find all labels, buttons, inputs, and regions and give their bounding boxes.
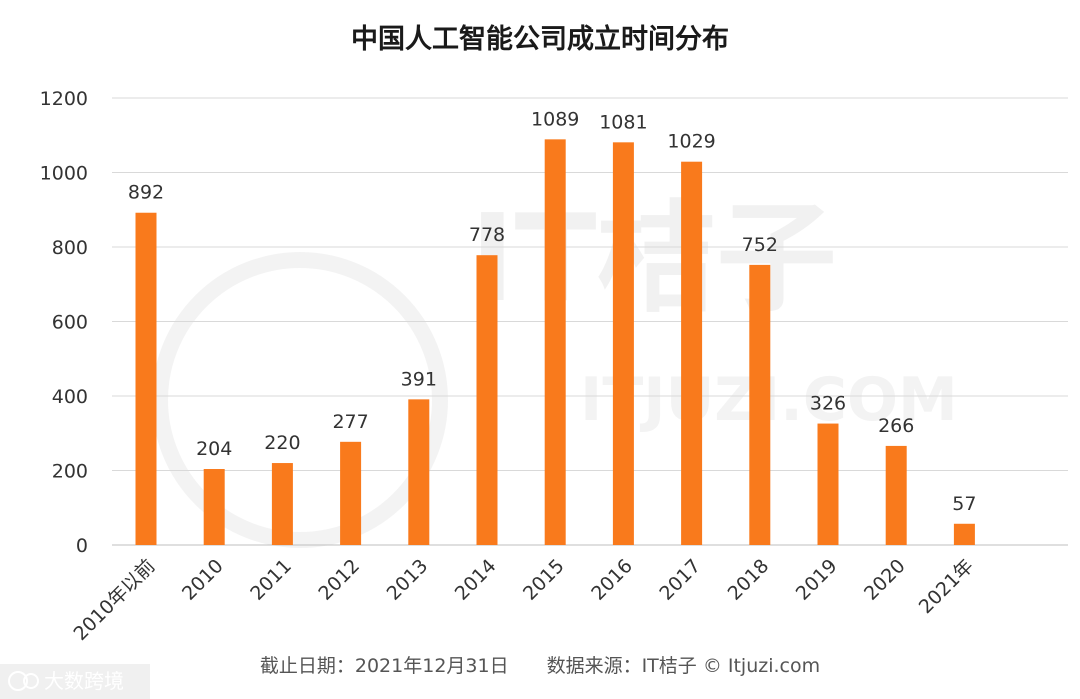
y-tick-label: 0 xyxy=(76,535,88,557)
watermark-orange-icon xyxy=(152,252,448,548)
corner-watermark: 大数跨境 xyxy=(0,664,150,699)
bar-7 xyxy=(612,142,634,545)
bar-3 xyxy=(340,441,362,545)
x-tick-label-3: 2012 xyxy=(314,555,364,605)
x-tick-label-10: 2019 xyxy=(792,555,842,605)
bar-2 xyxy=(271,463,293,545)
data-label-0: 892 xyxy=(128,182,164,204)
chart-title: 中国人工智能公司成立时间分布 xyxy=(351,23,729,55)
data-label-3: 277 xyxy=(332,411,368,433)
bar-4 xyxy=(408,399,430,545)
bars xyxy=(135,139,975,546)
corner-watermark-text: 大数跨境 xyxy=(44,669,124,693)
x-tick-label-5: 2014 xyxy=(451,555,501,605)
data-label-11: 266 xyxy=(878,415,914,437)
y-tick-label: 800 xyxy=(52,237,88,259)
x-tick-label-8: 2017 xyxy=(655,555,705,605)
data-label-10: 326 xyxy=(810,393,846,415)
bar-12 xyxy=(953,523,975,545)
x-tick-label-9: 2018 xyxy=(724,555,774,605)
x-tick-label-12: 2021年 xyxy=(915,555,978,618)
y-tick-label: 1200 xyxy=(40,88,88,110)
y-tick-label: 1000 xyxy=(40,163,88,185)
bar-8 xyxy=(681,161,703,545)
y-tick-label: 400 xyxy=(52,386,88,408)
watermark-text: IT桔子 xyxy=(470,190,837,329)
footer-source-note: 截止日期：2021年12月31日 数据来源：IT桔子 © Itjuzi.com xyxy=(260,655,820,677)
x-tick-label-1: 2010 xyxy=(178,555,228,605)
logo-icon xyxy=(8,671,39,691)
bar-5 xyxy=(476,255,498,545)
bar-11 xyxy=(885,445,907,545)
y-axis-ticks: 0 200 400 600 800 1000 1200 xyxy=(40,88,88,557)
bar-6 xyxy=(544,139,566,545)
x-tick-label-6: 2015 xyxy=(519,555,569,605)
x-tick-label-2: 2011 xyxy=(246,555,296,605)
bar-9 xyxy=(749,264,771,545)
y-tick-label: 600 xyxy=(52,312,88,334)
bar-0 xyxy=(135,212,157,546)
data-label-5: 778 xyxy=(469,224,505,246)
x-tick-label-11: 2020 xyxy=(860,555,910,605)
data-label-7: 1081 xyxy=(599,111,647,133)
y-tick-label: 200 xyxy=(52,461,88,483)
data-label-4: 391 xyxy=(401,368,437,390)
data-labels: 892 204 220 277 391 778 1089 1081 1029 752 326 266 5… xyxy=(128,108,977,514)
x-tick-label-4: 2013 xyxy=(383,555,433,605)
data-label-9: 752 xyxy=(742,234,778,256)
bar-1 xyxy=(203,469,225,545)
data-label-1: 204 xyxy=(196,438,232,460)
x-tick-label-0: 2010年以前 xyxy=(69,555,159,645)
x-tick-label-7: 2016 xyxy=(587,555,637,605)
gridlines xyxy=(112,97,1068,471)
data-label-12: 57 xyxy=(952,493,976,515)
data-label-8: 1029 xyxy=(667,131,715,153)
data-label-2: 220 xyxy=(264,432,300,454)
bar-10 xyxy=(817,423,839,545)
data-label-6: 1089 xyxy=(531,108,579,130)
x-axis-ticks: 2010年以前 2010 2011 2012 2013 2014 2015 2016 2017 2… xyxy=(69,555,977,645)
